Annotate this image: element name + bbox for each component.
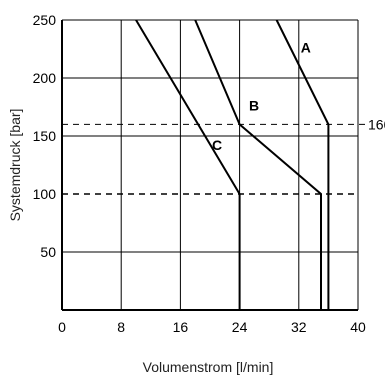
x-tick-label-0: 0: [58, 319, 66, 335]
x-tick-label-8: 8: [117, 319, 125, 335]
axis-labels: Volumenstrom [l/min] Systemdruck [bar]: [7, 109, 273, 375]
plot-frame: [61, 19, 359, 311]
y-axis-label: Systemdruck [bar]: [7, 109, 23, 222]
series-line-B: [194, 19, 322, 310]
reference-lines: 160: [62, 116, 385, 195]
series-label-C: C: [212, 137, 222, 153]
y-tick-label-200: 200: [33, 70, 57, 86]
x-tick-label-32: 32: [291, 319, 307, 335]
series-label-A: A: [301, 39, 311, 55]
y-tick-label-100: 100: [33, 186, 57, 202]
y-tick-label-50: 50: [40, 244, 56, 260]
series-label-B: B: [249, 97, 259, 113]
x-axis-label: Volumenstrom [l/min]: [143, 359, 274, 375]
series-line-C: [135, 19, 241, 310]
x-tick-label-16: 16: [173, 319, 189, 335]
series-group: A B C: [135, 19, 330, 310]
y-tick-label-150: 150: [33, 128, 57, 144]
grid: [62, 20, 358, 310]
y-tick-label-250: 250: [33, 12, 57, 28]
tick-labels: 0 8 16 24 32 40 50 100 150 200 250: [33, 12, 366, 335]
x-tick-label-24: 24: [232, 319, 248, 335]
reference-line-label: 160: [368, 116, 385, 132]
series-line-A: [275, 19, 330, 310]
x-tick-label-40: 40: [350, 319, 366, 335]
